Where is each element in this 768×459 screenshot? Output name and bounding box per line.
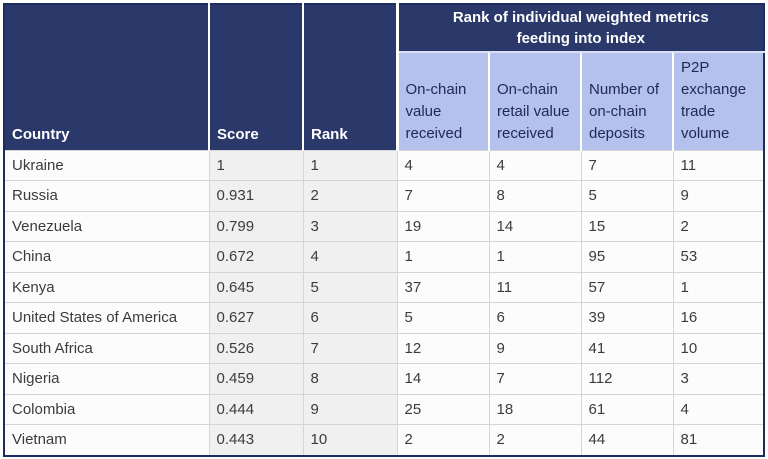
- cell-p2p-volume: 10: [672, 332, 765, 364]
- column-header-rank: Rank: [302, 4, 399, 150]
- column-header-onchain-retail-value: On-chain retail value received: [488, 52, 581, 150]
- table-row: China 0.672 4 1 1 95 53: [3, 241, 765, 273]
- metrics-group-header: Rank of individual weighted metrics feed…: [397, 4, 765, 53]
- cell-onchain-deposits: 5: [580, 180, 674, 212]
- cell-onchain-value: 1: [396, 241, 490, 273]
- cell-onchain-value: 4: [396, 149, 490, 181]
- cell-rank: 1: [302, 149, 398, 181]
- table-row: United States of America 0.627 6 5 6 39 …: [3, 302, 765, 334]
- cell-onchain-retail-value: 18: [488, 393, 582, 425]
- cell-onchain-retail-value: 4: [488, 149, 582, 181]
- cell-p2p-volume: 16: [672, 302, 765, 334]
- cell-p2p-volume: 9: [672, 180, 765, 212]
- cell-score: 0.444: [208, 393, 304, 425]
- cell-rank: 3: [302, 210, 398, 242]
- table-row: South Africa 0.526 7 12 9 41 10: [3, 332, 765, 364]
- cell-p2p-volume: 2: [672, 210, 765, 242]
- column-header-onchain-value: On-chain value received: [396, 52, 489, 150]
- column-header-onchain-deposits: Number of on-chain deposits: [580, 52, 673, 150]
- cell-country: Venezuela: [3, 210, 210, 242]
- cell-onchain-retail-value: 6: [488, 302, 582, 334]
- cell-onchain-deposits: 95: [580, 241, 674, 273]
- cell-onchain-value: 14: [396, 363, 490, 395]
- cell-score: 0.799: [208, 210, 304, 242]
- cell-score: 0.459: [208, 363, 304, 395]
- table-row: Ukraine 1 1 4 4 7 11: [3, 149, 765, 181]
- cell-rank: 7: [302, 332, 398, 364]
- crypto-adoption-index-table: Country Score Rank Rank of individual we…: [3, 3, 766, 457]
- cell-onchain-retail-value: 2: [488, 424, 582, 456]
- cell-country: Nigeria: [3, 363, 210, 395]
- cell-p2p-volume: 81: [672, 424, 765, 456]
- cell-onchain-deposits: 61: [580, 393, 674, 425]
- cell-onchain-retail-value: 11: [488, 271, 582, 303]
- table-row: Venezuela 0.799 3 19 14 15 2: [3, 210, 765, 242]
- cell-onchain-retail-value: 14: [488, 210, 582, 242]
- cell-rank: 5: [302, 271, 398, 303]
- metrics-group-header-line1: Rank of individual weighted metrics: [452, 9, 709, 26]
- cell-onchain-deposits: 44: [580, 424, 674, 456]
- cell-rank: 4: [302, 241, 398, 273]
- cell-rank: 6: [302, 302, 398, 334]
- cell-score: 0.672: [208, 241, 304, 273]
- cell-onchain-value: 7: [396, 180, 490, 212]
- cell-country: United States of America: [3, 302, 210, 334]
- cell-onchain-retail-value: 9: [488, 332, 582, 364]
- table-row: Colombia 0.444 9 25 18 61 4: [3, 393, 765, 425]
- cell-onchain-retail-value: 8: [488, 180, 582, 212]
- cell-onchain-deposits: 57: [580, 271, 674, 303]
- table-row: Kenya 0.645 5 37 11 57 1: [3, 271, 765, 303]
- cell-rank: 8: [302, 363, 398, 395]
- cell-country: Russia: [3, 180, 210, 212]
- cell-p2p-volume: 1: [672, 271, 765, 303]
- cell-score: 0.443: [208, 424, 304, 456]
- cell-p2p-volume: 53: [672, 241, 765, 273]
- table-header: Country Score Rank Rank of individual we…: [4, 4, 765, 150]
- column-header-score: Score: [208, 4, 303, 150]
- cell-score: 0.526: [208, 332, 304, 364]
- cell-onchain-value: 2: [396, 424, 490, 456]
- cell-rank: 9: [302, 393, 398, 425]
- cell-onchain-deposits: 41: [580, 332, 674, 364]
- cell-onchain-deposits: 7: [580, 149, 674, 181]
- cell-country: Ukraine: [3, 149, 210, 181]
- cell-score: 0.627: [208, 302, 304, 334]
- table-body: Ukraine 1 1 4 4 7 11 Russia 0.931 2 7 8 …: [3, 149, 765, 456]
- cell-country: Colombia: [3, 393, 210, 425]
- group-header-row: Country Score Rank Rank of individual we…: [4, 4, 765, 150]
- cell-onchain-value: 12: [396, 332, 490, 364]
- cell-onchain-deposits: 112: [580, 363, 674, 395]
- cell-onchain-value: 19: [396, 210, 490, 242]
- column-header-country: Country: [4, 4, 209, 150]
- cell-onchain-deposits: 39: [580, 302, 674, 334]
- cell-score: 0.931: [208, 180, 304, 212]
- cell-p2p-volume: 3: [672, 363, 765, 395]
- column-header-p2p-volume: P2P exchange trade volume: [671, 52, 765, 150]
- cell-rank: 2: [302, 180, 398, 212]
- table-row: Vietnam 0.443 10 2 2 44 81: [3, 424, 765, 456]
- table-row: Russia 0.931 2 7 8 5 9: [3, 180, 765, 212]
- cell-p2p-volume: 4: [672, 393, 765, 425]
- cell-country: China: [3, 241, 210, 273]
- cell-onchain-value: 5: [396, 302, 490, 334]
- cell-onchain-value: 25: [396, 393, 490, 425]
- cell-onchain-retail-value: 7: [488, 363, 582, 395]
- cell-onchain-deposits: 15: [580, 210, 674, 242]
- cell-country: South Africa: [3, 332, 210, 364]
- table-row: Nigeria 0.459 8 14 7 112 3: [3, 363, 765, 395]
- cell-country: Kenya: [3, 271, 210, 303]
- cell-onchain-value: 37: [396, 271, 490, 303]
- cell-score: 1: [208, 149, 304, 181]
- cell-rank: 10: [302, 424, 398, 456]
- cell-score: 0.645: [208, 271, 304, 303]
- cell-onchain-retail-value: 1: [488, 241, 582, 273]
- metric-header-row: On-chain value received On-chain retail …: [4, 52, 765, 150]
- cell-p2p-volume: 11: [672, 149, 765, 181]
- cell-country: Vietnam: [3, 424, 210, 456]
- metrics-group-header-line2: feeding into index: [516, 30, 645, 47]
